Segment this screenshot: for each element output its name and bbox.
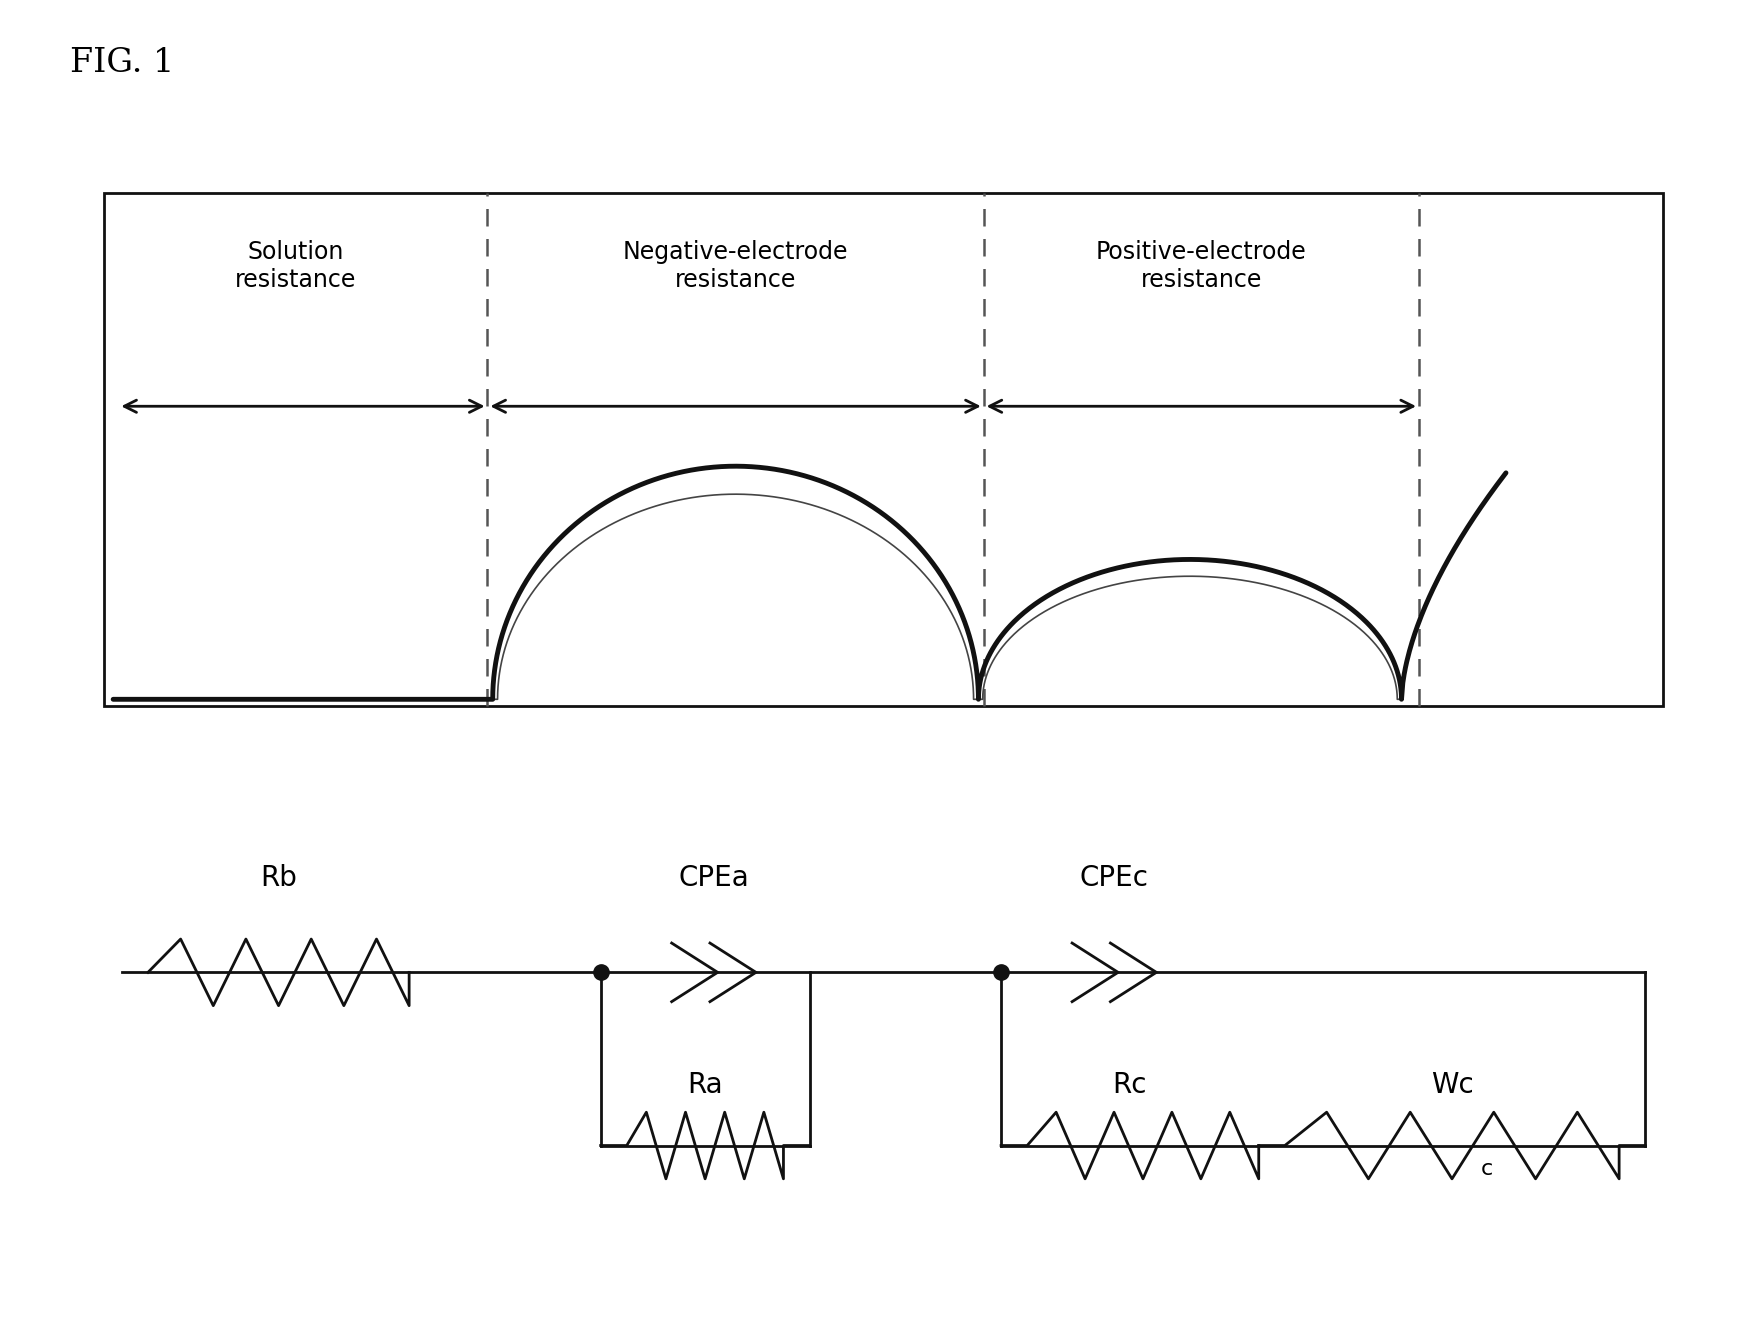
Text: Rc: Rc — [1112, 1071, 1147, 1099]
Text: c: c — [1480, 1159, 1494, 1179]
Text: Wc: Wc — [1431, 1071, 1473, 1099]
Text: Ra: Ra — [688, 1071, 723, 1099]
Text: Negative-electrode
resistance: Negative-electrode resistance — [623, 241, 848, 292]
Text: FIG. 1: FIG. 1 — [70, 47, 174, 79]
Text: CPEa: CPEa — [679, 864, 749, 892]
Text: Solution
resistance: Solution resistance — [235, 241, 357, 292]
Text: Positive-electrode
resistance: Positive-electrode resistance — [1095, 241, 1307, 292]
Text: Rb: Rb — [259, 864, 298, 892]
Bar — [104, 193, 1663, 706]
Text: CPEc: CPEc — [1079, 864, 1149, 892]
